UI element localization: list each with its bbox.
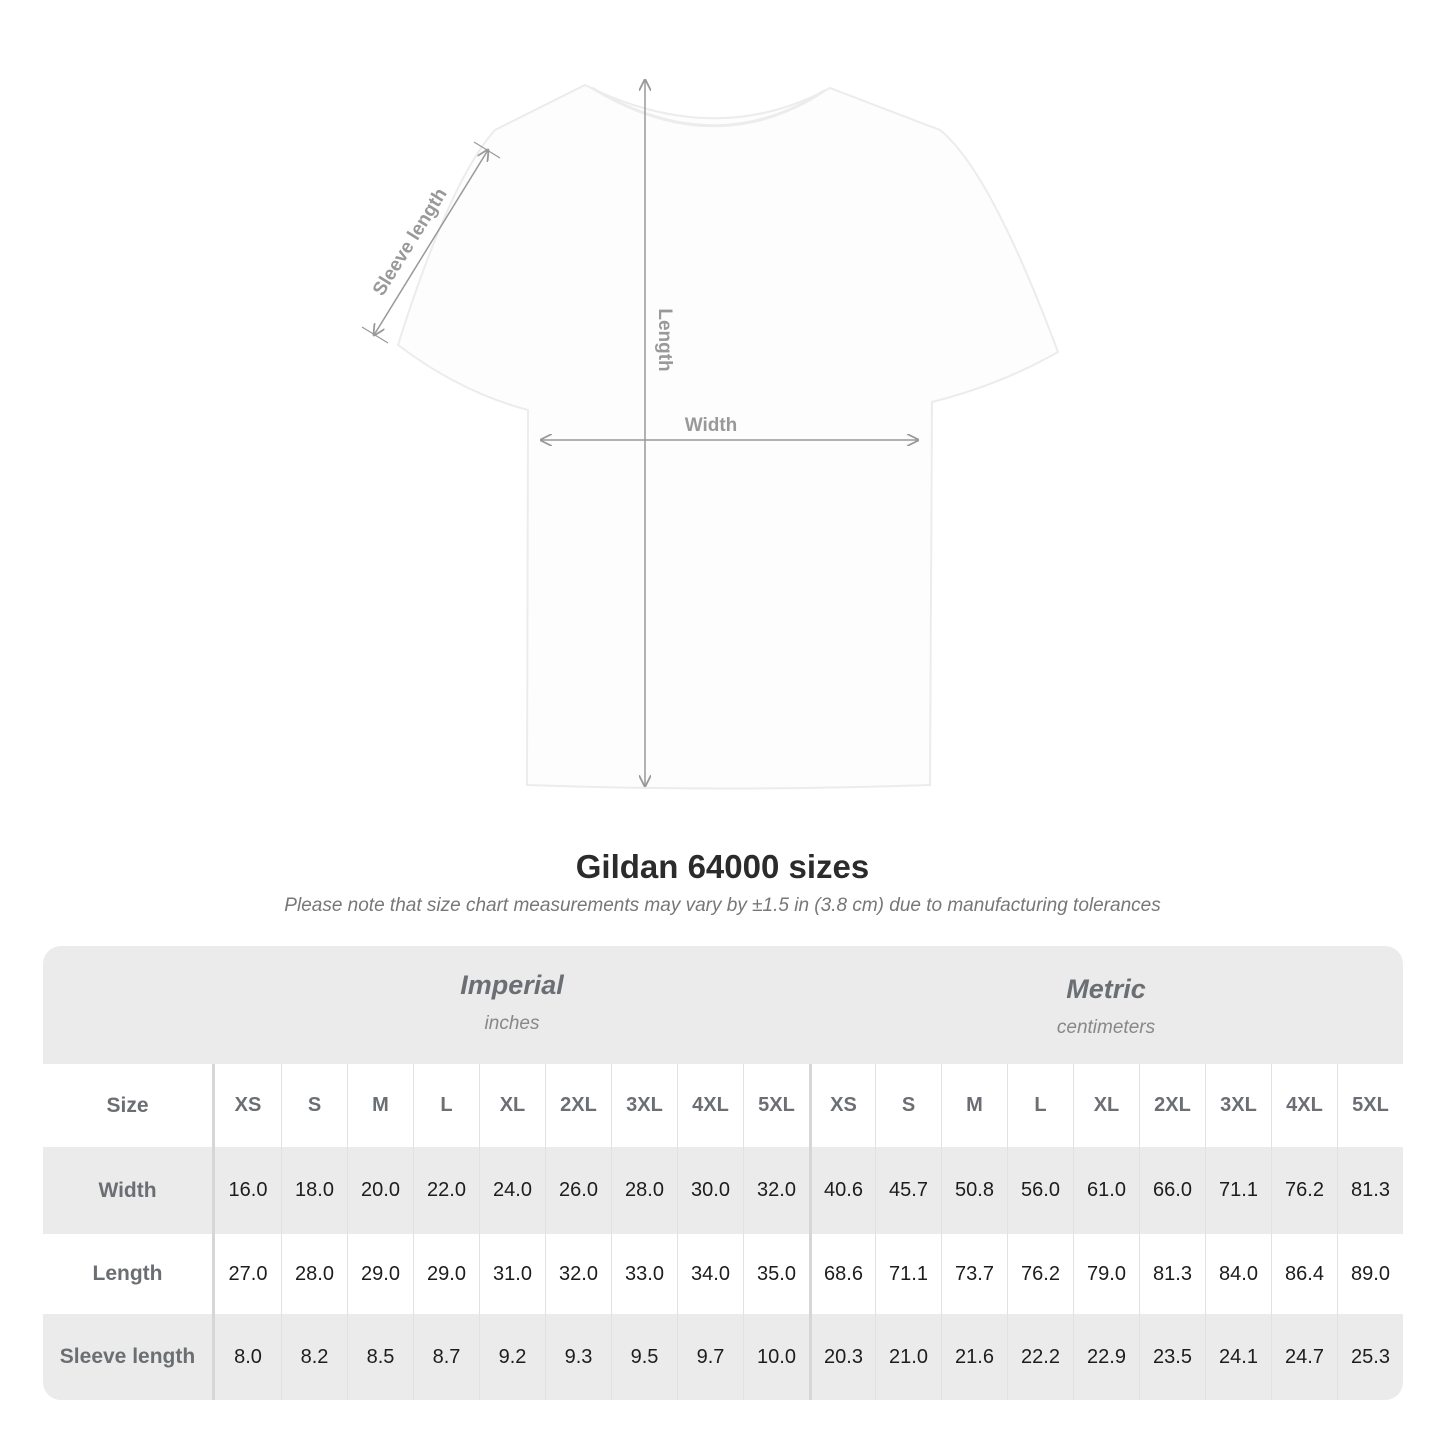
measurement-cell: 10.0	[743, 1314, 809, 1400]
measurement-cell: 22.2	[1007, 1314, 1073, 1400]
measurement-cell: 31.0	[479, 1234, 545, 1314]
imperial-header: Imperial inches	[215, 970, 809, 1035]
row-label: Length	[43, 1234, 215, 1314]
width-label: Width	[685, 415, 738, 436]
table-row: Sleeve length 8.0 8.2 8.5 8.7 9.2 9.3 9.5 9.7 10.…	[43, 1314, 1403, 1400]
measurement-cell: 8.5	[347, 1314, 413, 1400]
measurement-cell: 73.7	[941, 1234, 1007, 1314]
measurement-cell: 21.6	[941, 1314, 1007, 1400]
measurement-cell: 40.6	[809, 1147, 875, 1234]
metric-header: Metric centimeters	[809, 974, 1403, 1039]
measurement-cell: 18.0	[281, 1147, 347, 1234]
measurement-cell: 16.0	[228, 1179, 268, 1201]
metric-unit: centimeters	[1056, 1017, 1156, 1038]
measurement-cell: 20.3	[809, 1314, 875, 1400]
measurement-cell: 33.0	[611, 1234, 677, 1314]
sleeve-arrow	[374, 150, 488, 335]
tolerance-note: Please note that size chart measurements…	[284, 895, 1161, 916]
measurement-cell: 8.7	[413, 1314, 479, 1400]
tshirt-diagram: Length Width Sleeve length	[361, 0, 1060, 790]
row-label: Width	[43, 1147, 215, 1234]
measurement-cell: 34.0	[677, 1234, 743, 1314]
size-header: 2XL	[1139, 1064, 1205, 1147]
measurement-cell: 22.9	[1073, 1314, 1139, 1400]
measurement-cell: 71.1	[1205, 1147, 1271, 1234]
size-header: 5XL	[1337, 1064, 1403, 1147]
chart-title: Gildan 64000 sizes	[575, 848, 870, 885]
measurement-cell: 56.0	[1007, 1147, 1073, 1234]
size-header: 4XL	[677, 1064, 743, 1147]
size-header: L	[1007, 1064, 1073, 1147]
measurement-cell: 79.0	[1073, 1234, 1139, 1314]
measurement-cell: 35.0	[743, 1234, 809, 1314]
size-header: M	[941, 1064, 1007, 1147]
size-grid: Size XS S M L XL 2XL 3XL 4XL 5XL XS S M L XL 2XL 3XL 4XL 5…	[43, 1064, 1403, 1400]
measurement-cell: 89.0	[1337, 1234, 1403, 1314]
size-header: M	[347, 1064, 413, 1147]
size-header-row: Size XS S M L XL 2XL 3XL 4XL 5XL XS S M L XL 2XL 3XL 4XL 5…	[43, 1064, 1403, 1147]
measurement-cell: 9.3	[545, 1314, 611, 1400]
measurement-cell: 28.0	[611, 1147, 677, 1234]
measurement-cell: 81.3	[1337, 1147, 1403, 1234]
measurement-cell: 8.2	[281, 1314, 347, 1400]
measurement-cell: 30.0	[677, 1147, 743, 1234]
measurement-cell: 26.0	[545, 1147, 611, 1234]
measurement-cell: 24.0	[479, 1147, 545, 1234]
measurement-cell: 45.7	[875, 1147, 941, 1234]
measurement-cell: 21.0	[875, 1314, 941, 1400]
measurement-cell: 24.7	[1271, 1314, 1337, 1400]
row-label: Sleeve length	[43, 1314, 215, 1400]
size-header: 2XL	[545, 1064, 611, 1147]
measurement-cell: 66.0	[1139, 1147, 1205, 1234]
measurement-cell: 86.4	[1271, 1234, 1337, 1314]
measurement-cell: 9.5	[611, 1314, 677, 1400]
measurement-cell: 61.0	[1073, 1147, 1139, 1234]
tshirt-shape	[396, 83, 1060, 790]
size-header: L	[413, 1064, 479, 1147]
measurement-cell: 68.6	[809, 1234, 875, 1314]
size-header-label: Size	[43, 1064, 215, 1147]
measurement-cell: 71.1	[875, 1234, 941, 1314]
size-header: XL	[479, 1064, 545, 1147]
size-header: S	[875, 1064, 941, 1147]
imperial-title: Imperial	[460, 970, 564, 1000]
size-header: XS	[234, 1094, 262, 1116]
measurement-cell: 32.0	[743, 1147, 809, 1234]
measurement-cell: 84.0	[1205, 1234, 1271, 1314]
measurement-cell: 27.0	[228, 1262, 268, 1285]
measurement-cell: 32.0	[545, 1234, 611, 1314]
size-header: 3XL	[1205, 1064, 1271, 1147]
measurement-cell: 9.7	[677, 1314, 743, 1400]
measurement-cell: 29.0	[413, 1234, 479, 1314]
measurement-cell: 24.1	[1205, 1314, 1271, 1400]
measurement-cell: 29.0	[347, 1234, 413, 1314]
size-header: S	[281, 1064, 347, 1147]
measurement-cell: 50.8	[941, 1147, 1007, 1234]
measurement-cell: 76.2	[1007, 1234, 1073, 1314]
table-row: Length 27.0 28.0 29.0 29.0 31.0 32.0 33.0 34.0 35…	[43, 1234, 1403, 1314]
measurement-cell: 8.0	[234, 1345, 262, 1368]
measurement-cell: 81.3	[1139, 1234, 1205, 1314]
metric-title: Metric	[1066, 974, 1146, 1004]
size-header: 5XL	[743, 1064, 809, 1147]
size-header: 3XL	[611, 1064, 677, 1147]
measurement-cell: 23.5	[1139, 1314, 1205, 1400]
size-table: Imperial inches Metric centimeters Size X…	[43, 946, 1403, 1400]
size-header: XS	[809, 1064, 875, 1147]
measurement-cell: 28.0	[281, 1234, 347, 1314]
length-label: Length	[654, 308, 675, 371]
size-header: 4XL	[1271, 1064, 1337, 1147]
imperial-unit: inches	[484, 1013, 540, 1034]
measurement-cell: 9.2	[479, 1314, 545, 1400]
size-header: XL	[1073, 1064, 1139, 1147]
measurement-cell: 76.2	[1271, 1147, 1337, 1234]
measurement-cell: 22.0	[413, 1147, 479, 1234]
measurement-cell: 20.0	[347, 1147, 413, 1234]
table-row: Width 16.0 18.0 20.0 22.0 24.0 26.0 28.0 30.0 32.…	[43, 1147, 1403, 1234]
measurement-cell: 25.3	[1337, 1314, 1403, 1400]
